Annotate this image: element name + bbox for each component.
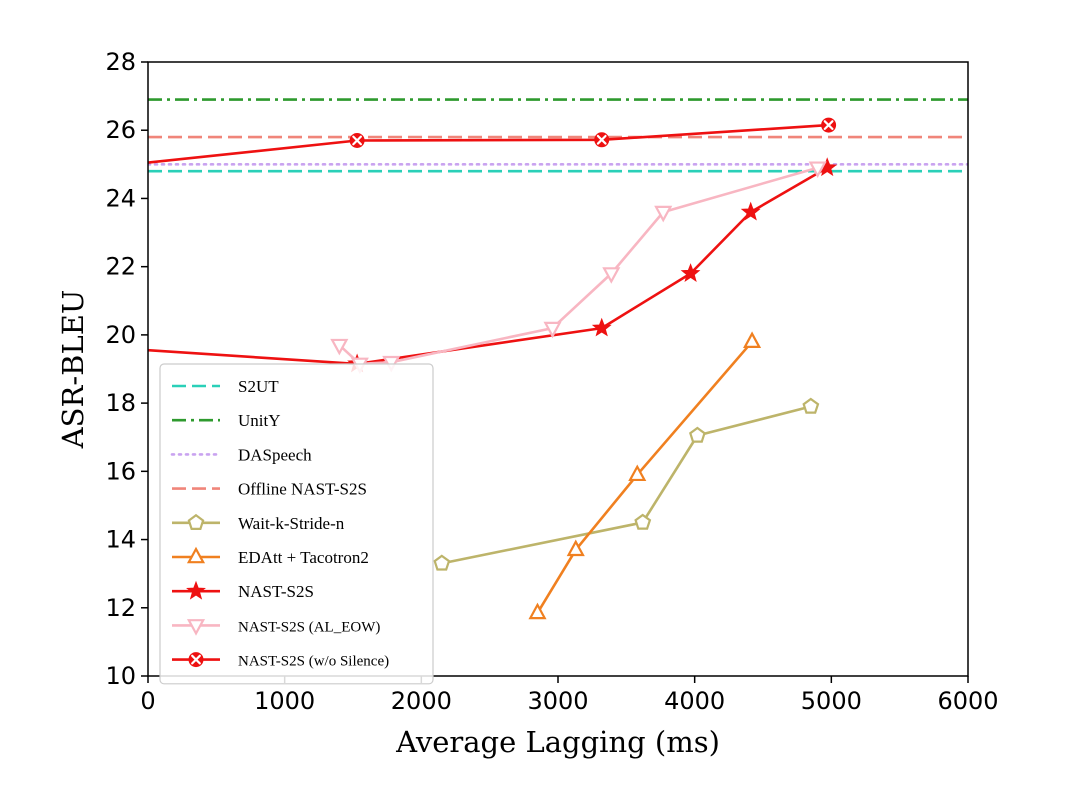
x-tick-label: 5000: [801, 687, 862, 715]
data-point-edatt-tacotron2-1: [566, 539, 585, 557]
legend-label-nast-s2s-al-eow: NAST-S2S (AL_EOW): [238, 619, 380, 635]
legend-label-edatt-tacotron2: EDAtt + Tacotron2: [238, 548, 369, 567]
data-point-nast-s2s-w-o-silence-3: [821, 117, 837, 133]
y-tick-label: 24: [105, 184, 136, 212]
legend-marker-edatt-tacotron2: [186, 546, 206, 564]
legend-label-wait-k-stride-n: Wait-k-Stride-n: [238, 514, 345, 533]
data-point-wait-k-stride-n-0: [433, 554, 451, 571]
legend-label-unity: UnitY: [238, 411, 281, 430]
plot-area: [148, 98, 968, 620]
y-tick-label: 26: [105, 116, 136, 144]
y-tick-label: 18: [105, 389, 136, 417]
data-point-nast-s2s-w-o-silence-1: [349, 132, 365, 148]
data-point-nast-s2s-w-o-silence-2: [594, 132, 610, 148]
legend-label-nast-s2s-w-o-silence: NAST-S2S (w/o Silence): [238, 654, 389, 670]
data-point-nast-s2s-al-eow-4: [602, 267, 621, 284]
legend-label-nast-s2s: NAST-S2S: [238, 582, 314, 601]
y-tick-label: 28: [105, 48, 136, 76]
y-tick-label: 10: [105, 662, 136, 690]
x-tick-label: 3000: [527, 687, 588, 715]
legend-marker-nast-s2s-al-eow: [186, 619, 206, 636]
data-point-nast-s2s-al-eow-0: [330, 338, 349, 356]
series-line-edatt-tacotron2: [536, 340, 754, 614]
data-point-edatt-tacotron2-3: [743, 331, 762, 349]
legend-label-offline-nast-s2s: Offline NAST-S2S: [238, 480, 367, 499]
y-tick-label: 16: [105, 457, 136, 485]
data-point-edatt-tacotron2-2: [628, 464, 647, 482]
series-line-wait-k-stride-n: [441, 405, 812, 565]
data-point-wait-k-stride-n-3: [802, 397, 820, 414]
data-point-nast-s2s-4: [740, 201, 761, 221]
y-tick-label: 14: [105, 526, 136, 554]
legend-marker-wait-k-stride-n: [187, 513, 205, 531]
series-line-nast-s2s-w-o-silence: [148, 123, 829, 164]
y-tick-label: 20: [105, 321, 136, 349]
legend: S2UT UnitY DASpeech Offline NAST-S2S Wait-k-…: [159, 363, 434, 685]
legend-marker-nast-s2s: [186, 580, 206, 600]
data-point-nast-s2s-3: [680, 263, 701, 282]
series-line-nast-s2s-al-eow: [338, 166, 819, 366]
legend-box: [159, 363, 434, 685]
data-point-edatt-tacotron2-0: [528, 602, 547, 620]
x-tick-label: 1000: [254, 687, 315, 715]
plot-series-group: [148, 98, 968, 620]
legend-label-s2ut: S2UT: [238, 377, 279, 396]
data-point-nast-s2s-2: [591, 317, 612, 337]
x-tick-label: 0: [140, 687, 155, 715]
y-tick-label: 22: [105, 253, 136, 281]
y-tick-label: 12: [105, 594, 136, 622]
data-point-nast-s2s-al-eow-5: [654, 205, 673, 223]
legend-marker-nast-s2s-w-o-silence: [188, 652, 204, 668]
legend-label-daspeech: DASpeech: [238, 445, 312, 464]
y-axis-title: ASR-BLEU: [56, 290, 90, 450]
data-point-wait-k-stride-n-2: [689, 426, 706, 443]
data-point-nast-s2s-al-eow-3: [543, 321, 562, 339]
x-axis: 0 1000 2000 3000 4000 5000 6000: [140, 676, 999, 715]
data-point-nast-s2s-al-eow-6: [808, 161, 827, 179]
x-axis-title: Average Lagging (ms): [395, 725, 720, 759]
x-tick-label: 4000: [664, 687, 725, 715]
series-line-nast-s2s: [148, 166, 828, 366]
data-point-wait-k-stride-n-1: [634, 513, 652, 530]
x-tick-label: 6000: [937, 687, 998, 715]
x-tick-label: 2000: [391, 687, 452, 715]
y-axis: 10 12 14 16 18 20 22 24 26 28: [105, 48, 148, 690]
